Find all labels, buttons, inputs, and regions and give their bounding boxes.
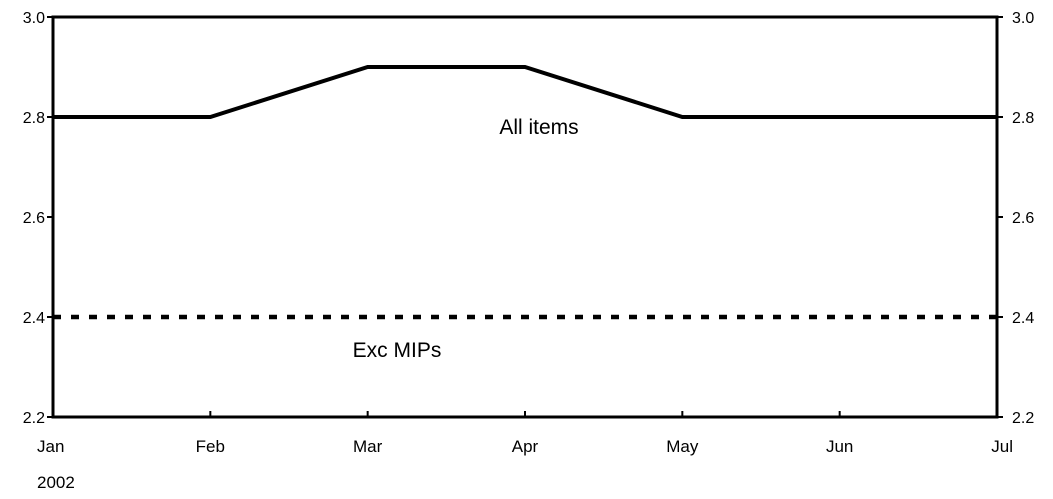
plot-frame <box>51 15 999 419</box>
series-label-all-items: All items <box>499 116 578 139</box>
right-y-tick-label: 2.6 <box>1012 210 1034 227</box>
series-line-all-items <box>53 65 997 119</box>
x-tick-label: Mar <box>353 437 383 456</box>
right-y-tick-label: 2.8 <box>1012 110 1034 127</box>
right-y-tick-label: 2.4 <box>1012 310 1034 327</box>
x-axis-year-label: 2002 <box>37 473 75 492</box>
x-tick-label: May <box>666 437 699 456</box>
left-y-tick-label: 2.2 <box>23 410 45 427</box>
series-label-exc-mips: Exc MIPs <box>353 339 442 362</box>
x-tick-label: Jul <box>991 437 1013 456</box>
x-tick-label: Feb <box>196 437 225 456</box>
left-y-tick-label: 2.4 <box>23 310 45 327</box>
left-y-tick-label: 2.6 <box>23 210 45 227</box>
x-ticks: Jan Feb Mar Apr May Jun Jul <box>37 411 1013 456</box>
left-y-tick-label: 3.0 <box>23 10 45 27</box>
left-y-tick-label: 2.8 <box>23 110 45 127</box>
right-y-tick-label: 2.2 <box>1012 410 1034 427</box>
x-tick-label: Jun <box>826 437 853 456</box>
right-y-ticks: 2.2 2.4 2.6 2.8 3.0 <box>997 10 1034 427</box>
series-layer <box>53 65 997 320</box>
x-tick-label: Jan <box>37 437 64 456</box>
x-tick-label: Apr <box>512 437 539 456</box>
right-y-tick-label: 3.0 <box>1012 10 1034 27</box>
left-y-ticks: 2.2 2.4 2.6 2.8 3.0 <box>23 10 53 427</box>
